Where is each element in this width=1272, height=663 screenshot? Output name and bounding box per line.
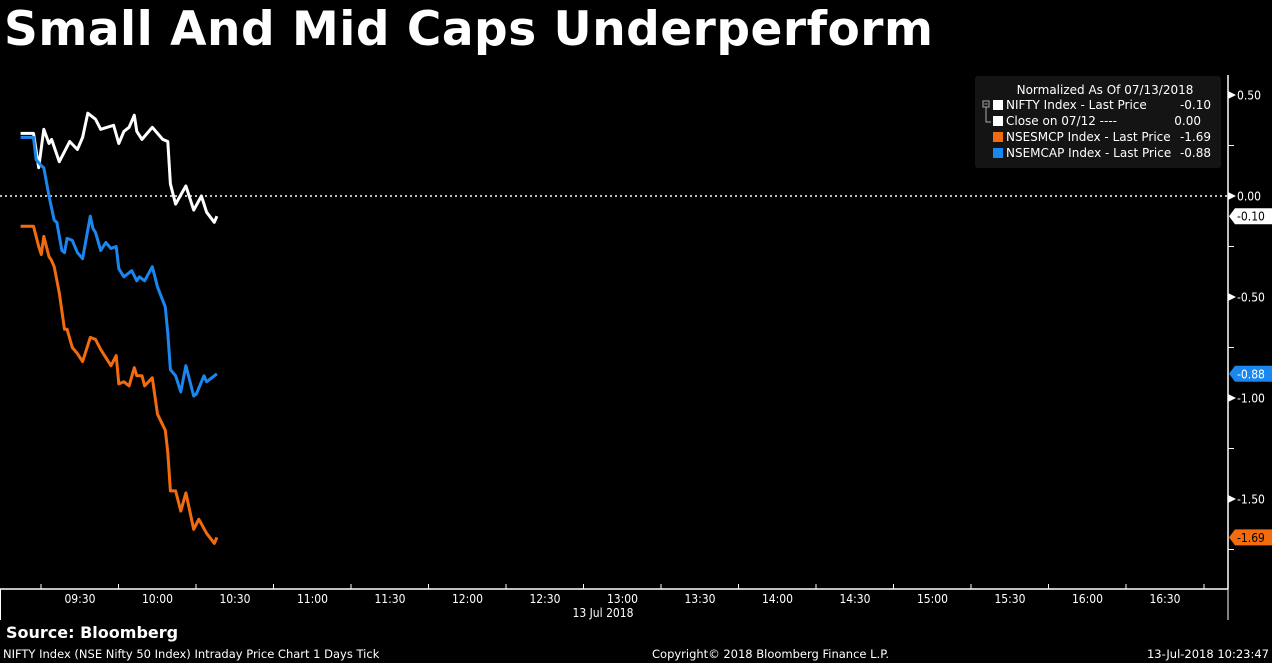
y-tick-mark — [1228, 495, 1236, 503]
legend-item-nsemcap[interactable]: NSEMCAP Index - Last Price -0.88 — [975, 145, 1221, 161]
y-tick-mark — [1228, 192, 1236, 200]
y-tick-mark — [1228, 91, 1236, 99]
legend-item-nsesmcp[interactable]: NSESMCP Index - Last Price -1.69 — [975, 129, 1221, 145]
x-tick-label: 16:30 — [1149, 592, 1180, 606]
x-tick-label: 16:00 — [1072, 592, 1103, 606]
x-tick-label: 10:00 — [142, 592, 173, 606]
legend-swatch — [993, 132, 1003, 142]
legend-value: -1.69 — [1179, 130, 1211, 144]
x-tick-label: 12:00 — [452, 592, 483, 606]
last-value-label: -0.88 — [1229, 365, 1272, 382]
legend-value: -0.10 — [1179, 98, 1211, 112]
x-tick-label: 13:30 — [684, 592, 715, 606]
x-tick-label: 14:30 — [839, 592, 870, 606]
legend-value: -0.88 — [1179, 146, 1211, 160]
source-label: Source: Bloomberg — [6, 623, 179, 642]
y-tick-label: -1.00 — [1237, 392, 1265, 406]
y-tick-label: -0.50 — [1237, 291, 1265, 305]
legend: Normalized As Of 07/13/2018 NIFTY Index … — [975, 76, 1221, 168]
legend-item-close[interactable]: Close on 07/12 ---- 0.00 — [975, 113, 1221, 129]
series-line-1 — [20, 135, 218, 398]
last-value-label: -1.69 — [1229, 529, 1272, 546]
legend-label: NIFTY Index - Last Price — [1006, 98, 1147, 112]
legend-label: NSEMCAP Index - Last Price — [1006, 146, 1172, 160]
x-axis-date-label: 13 Jul 2018 — [572, 606, 633, 620]
last-value-label: -0.10 — [1229, 208, 1272, 225]
chart-title: Small And Mid Caps Underperform — [4, 2, 934, 57]
series-line-0 — [20, 111, 219, 224]
x-tick-label: 11:30 — [374, 592, 405, 606]
chart-description: NIFTY Index (NSE Nifty 50 Index) Intrada… — [3, 647, 380, 661]
x-tick-label: 12:30 — [529, 592, 560, 606]
y-tick-label: 0.50 — [1237, 89, 1261, 103]
x-tick-label: 15:00 — [917, 592, 948, 606]
last-value-text: -0.10 — [1237, 210, 1265, 224]
x-tick-label: 10:30 — [219, 592, 250, 606]
y-tick-mark — [1228, 293, 1236, 301]
last-value-text: -1.69 — [1237, 531, 1265, 545]
x-tick-label: 13:00 — [607, 592, 638, 606]
x-tick-label: 09:30 — [64, 592, 95, 606]
y-tick-label: -1.50 — [1237, 493, 1265, 507]
legend-label: Close on 07/12 ---- — [1006, 114, 1117, 128]
x-tick-label: 14:00 — [762, 592, 793, 606]
legend-label: NSESMCP Index - Last Price — [1006, 130, 1171, 144]
legend-collapse-icon[interactable] — [982, 100, 994, 130]
legend-value: 0.00 — [1174, 114, 1201, 128]
y-tick-label: 0.00 — [1237, 190, 1261, 204]
last-value-text: -0.88 — [1237, 367, 1265, 381]
legend-swatch — [993, 100, 1003, 110]
copyright: Copyright© 2018 Bloomberg Finance L.P. — [652, 647, 889, 661]
y-tick-mark — [1228, 394, 1236, 402]
x-tick-label: 11:00 — [297, 592, 328, 606]
series-line-2 — [20, 224, 219, 545]
legend-swatch — [993, 148, 1003, 158]
legend-swatch — [993, 116, 1003, 126]
timestamp: 13-Jul-2018 10:23:47 — [1146, 647, 1269, 661]
legend-item-nifty[interactable]: NIFTY Index - Last Price -0.10 — [975, 97, 1221, 113]
legend-header: Normalized As Of 07/13/2018 — [1016, 83, 1194, 97]
x-tick-label: 15:30 — [994, 592, 1025, 606]
